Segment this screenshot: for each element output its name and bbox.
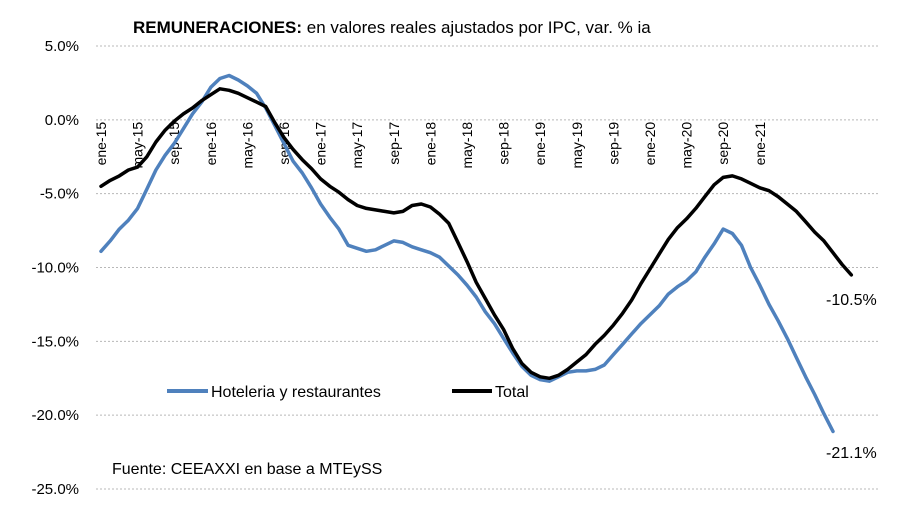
source-note: Fuente: CEEAXXI en base a MTEySS xyxy=(112,461,382,478)
x-tick-label: ene-16 xyxy=(203,122,219,166)
series-line-hoteleria xyxy=(99,73,835,434)
x-tick-label: sep-17 xyxy=(386,122,402,165)
x-tick-label: may-16 xyxy=(239,122,255,169)
chart-title-rest: en valores reales ajustados por IPC, var… xyxy=(302,18,651,37)
legend-label-total: Total xyxy=(495,384,529,401)
x-tick-label: may-15 xyxy=(130,122,146,169)
y-tick-label: 5.0% xyxy=(45,38,79,55)
x-tick-label: may-18 xyxy=(459,122,475,169)
x-tick-label: ene-20 xyxy=(642,122,658,166)
gridlines xyxy=(96,45,878,490)
chart-title: REMUNERACIONES: en valores reales ajusta… xyxy=(133,18,651,37)
x-tick-label: ene-21 xyxy=(752,122,768,166)
x-tick-label: sep-19 xyxy=(605,122,621,165)
x-axis-tick-labels: ene-15 may-15 sep-15 ene-16 may-16 sep-16 ene-… xyxy=(93,122,768,169)
y-tick-label: 0.0% xyxy=(45,112,79,129)
end-label-hoteleria: -21.1% xyxy=(826,445,877,462)
legend-label-hoteleria: Hoteleria y restaurantes xyxy=(211,384,381,401)
x-tick-label: sep-18 xyxy=(496,122,512,165)
y-tick-label: -10.0% xyxy=(31,260,79,277)
end-label-total: -10.5% xyxy=(826,292,877,309)
y-tick-label: -20.0% xyxy=(31,407,79,424)
series-lines xyxy=(99,73,854,434)
x-tick-label: ene-15 xyxy=(93,122,109,166)
x-tick-label: may-17 xyxy=(349,122,365,169)
x-tick-label: ene-17 xyxy=(313,122,329,166)
x-tick-label: sep-20 xyxy=(715,122,731,165)
x-tick-label: may-19 xyxy=(569,122,585,169)
x-tick-label: may-20 xyxy=(679,122,695,169)
legend: Hoteleria y restaurantes Total xyxy=(167,384,529,401)
x-tick-label: ene-18 xyxy=(422,122,438,166)
y-tick-label: -5.0% xyxy=(40,186,79,203)
y-axis-tick-labels: 5.0% 0.0% -5.0% -10.0% -15.0% -20.0% -25.0% xyxy=(31,38,79,498)
series-line-total xyxy=(99,87,854,381)
chart-title-bold: REMUNERACIONES: xyxy=(133,18,302,37)
x-tick-label: ene-19 xyxy=(532,122,548,166)
y-tick-label: -25.0% xyxy=(31,481,79,498)
y-tick-label: -15.0% xyxy=(31,333,79,350)
